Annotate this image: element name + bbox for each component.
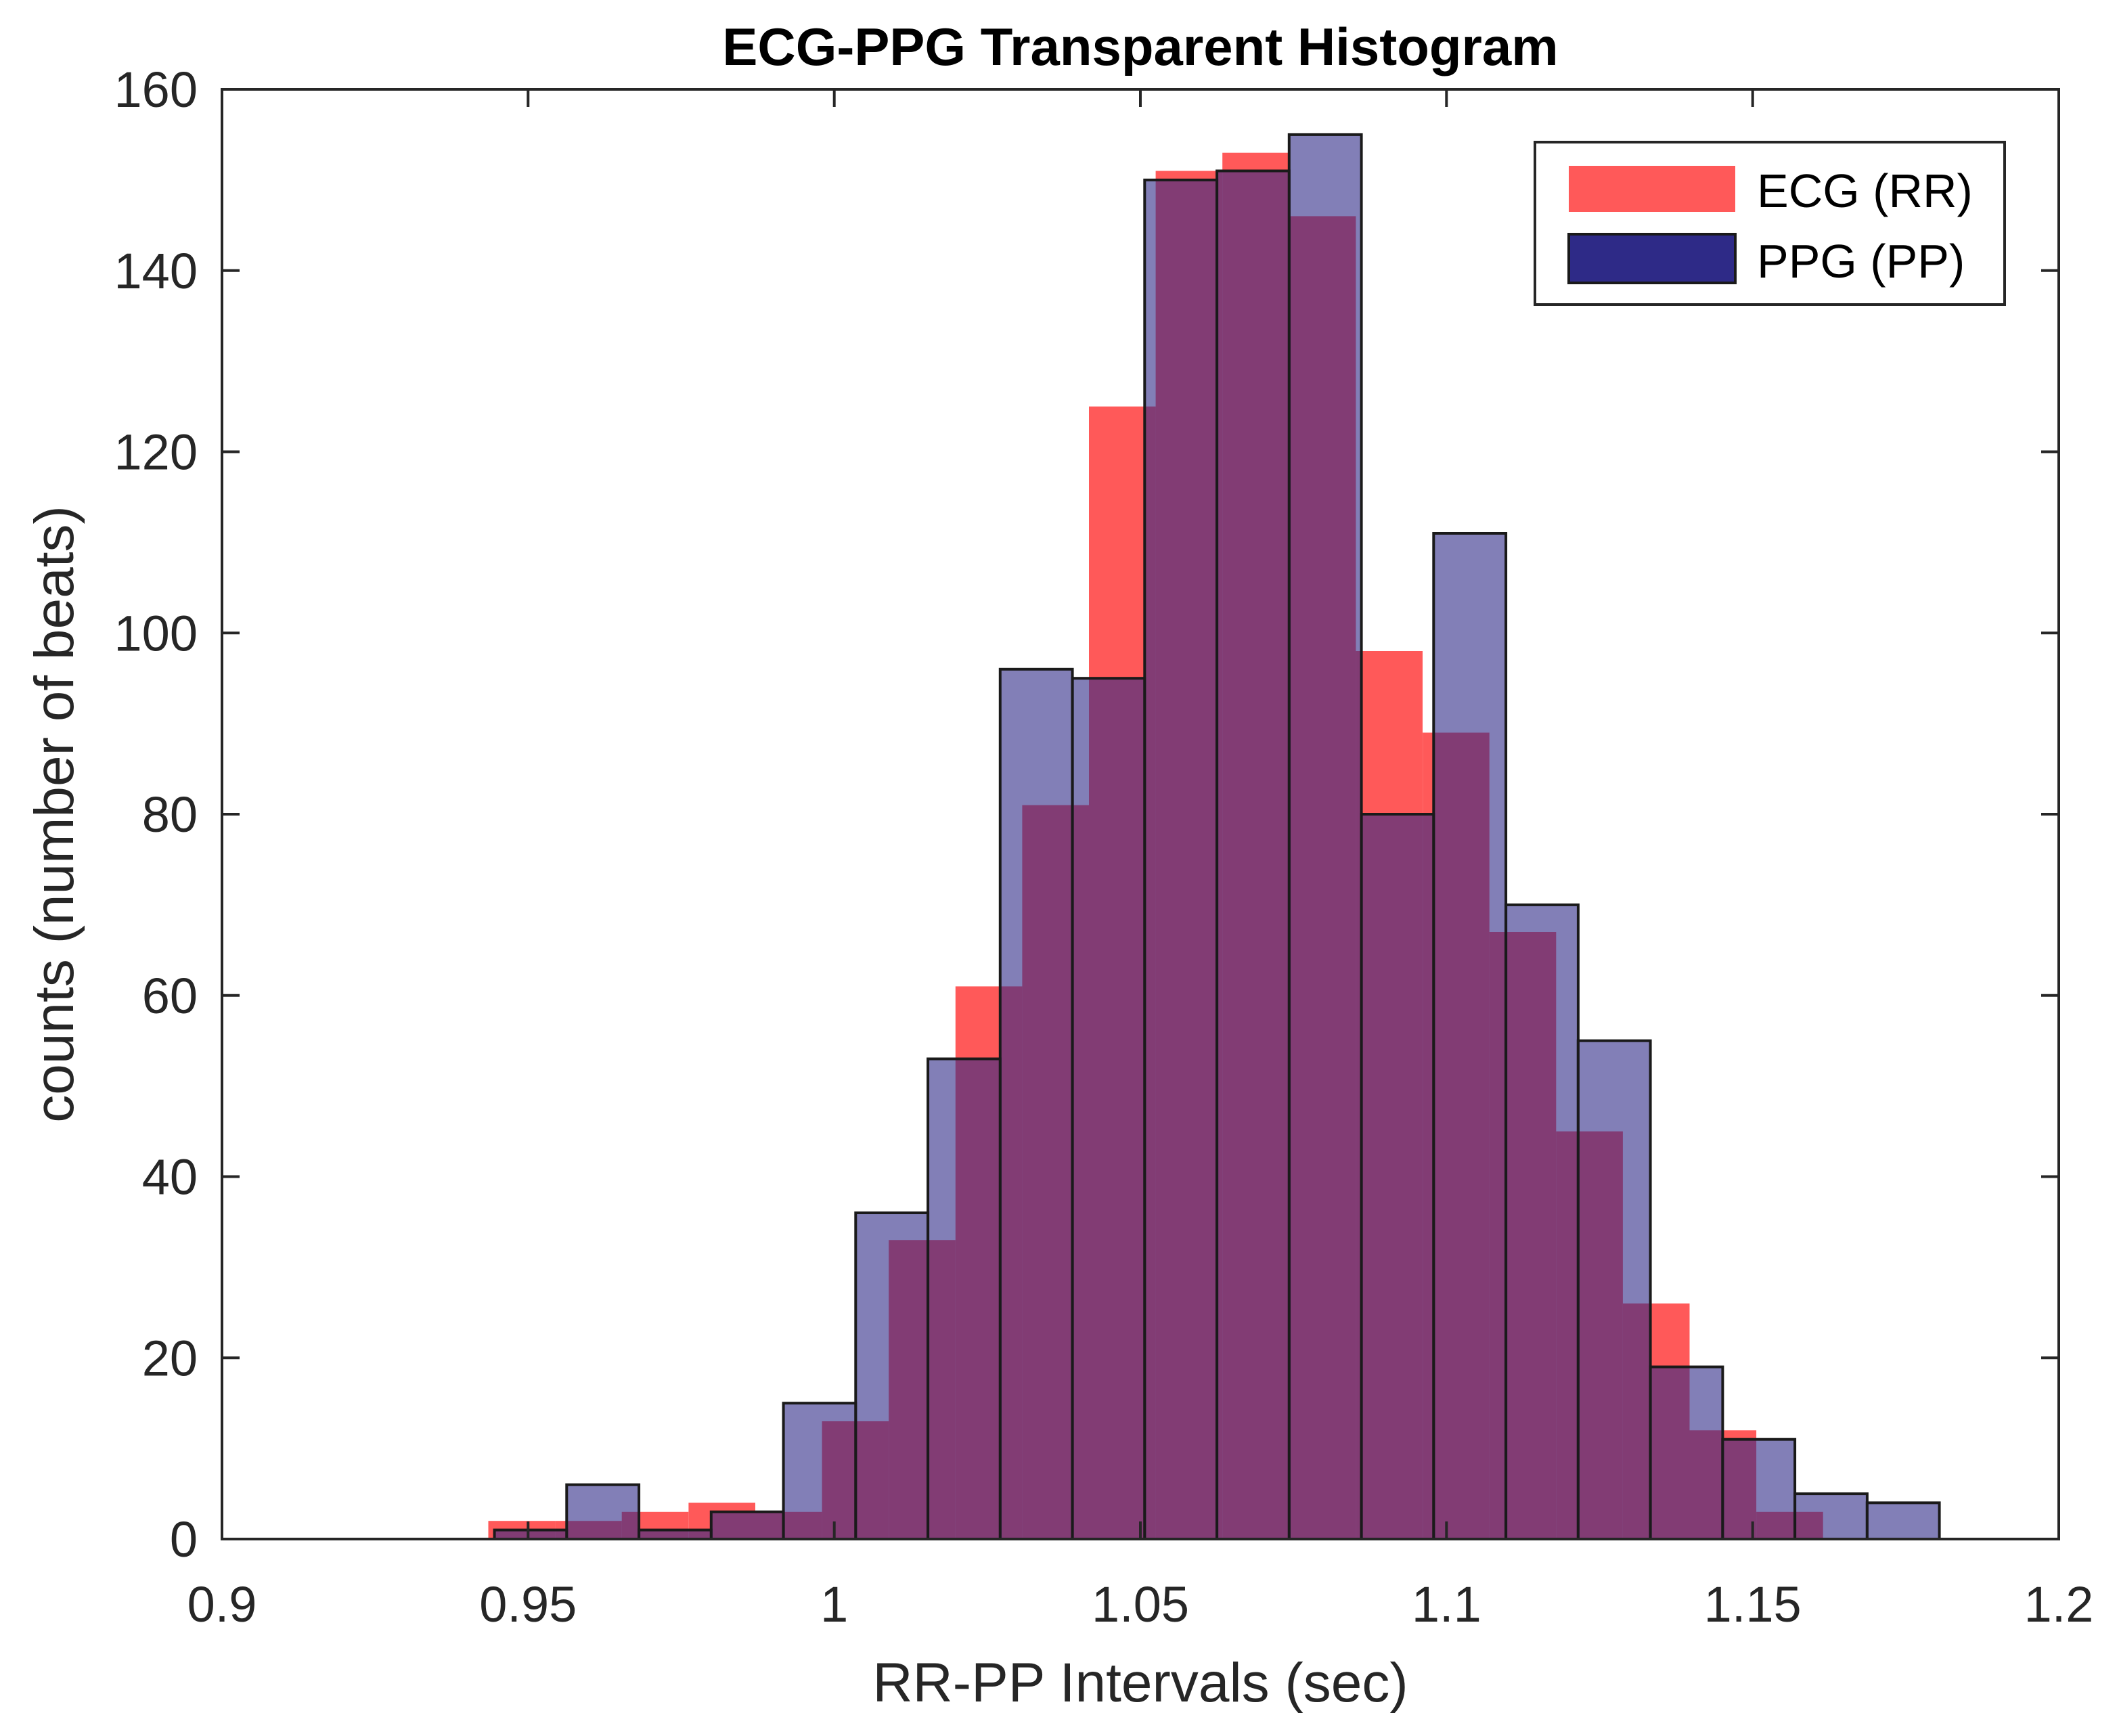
legend-label-ecg: ECG (RR) [1757, 164, 1973, 217]
ppg-bar [1504, 903, 1580, 1540]
x-tick-label: 1.05 [1092, 1576, 1189, 1632]
y-tick-label: 80 [142, 786, 198, 843]
x-tick-label: 0.9 [187, 1576, 257, 1632]
y-tick-label: 0 [170, 1511, 198, 1567]
legend: ECG (RR) PPG (PP) [1534, 141, 2006, 306]
axis-tick-labels: 0.9 0.95 1 1.05 1.1 1.15 1.2 0 20 40 60 80 100 120 140… [114, 62, 2094, 1632]
ppg-bar [493, 1528, 568, 1541]
ppg-bar [1576, 1039, 1652, 1540]
y-tick-label: 100 [114, 605, 198, 661]
x-tick-label: 1 [820, 1576, 848, 1632]
axis-ticks [221, 88, 2060, 1540]
ppg-series [493, 133, 1941, 1541]
legend-label-ppg: PPG (PP) [1757, 235, 1965, 288]
ppg-bar [1793, 1492, 1869, 1541]
legend-swatch-ecg [1569, 166, 1735, 212]
ppg-bar [1360, 813, 1435, 1540]
ppg-bar [1143, 178, 1219, 1540]
x-tick-label: 1.2 [2024, 1576, 2094, 1632]
ppg-bar [1721, 1438, 1797, 1540]
x-tick-label: 1.1 [1412, 1576, 1481, 1632]
legend-swatch-ppg [1567, 233, 1737, 284]
ppg-bar [782, 1402, 857, 1540]
ppg-bar [565, 1483, 641, 1540]
y-tick-label: 140 [114, 243, 198, 299]
ppg-bar [1215, 169, 1291, 1540]
ppg-bar [998, 667, 1074, 1540]
y-tick-label: 60 [142, 968, 198, 1024]
ppg-bar [1432, 532, 1508, 1540]
ppg-bar [854, 1211, 930, 1540]
y-tick-label: 20 [142, 1330, 198, 1386]
ppg-bar [1287, 133, 1363, 1541]
y-axis-label: counts (number of beats) [24, 506, 85, 1123]
ppg-bar [1649, 1365, 1724, 1540]
chart-title: ECG-PPG Transparent Histogram [722, 17, 1558, 76]
x-tick-label: 1.15 [1704, 1576, 1802, 1632]
y-tick-label: 160 [114, 62, 198, 118]
ppg-bar [638, 1528, 713, 1541]
ppg-bar [709, 1510, 785, 1541]
x-axis-label: RR-PP Intervals (sec) [872, 1652, 1408, 1714]
ppg-bar [1071, 677, 1146, 1541]
ppg-bar [1865, 1501, 1941, 1540]
ppg-bar [927, 1057, 1002, 1540]
y-tick-label: 40 [142, 1149, 198, 1205]
x-tick-label: 0.95 [479, 1576, 577, 1632]
y-tick-label: 120 [114, 424, 198, 481]
